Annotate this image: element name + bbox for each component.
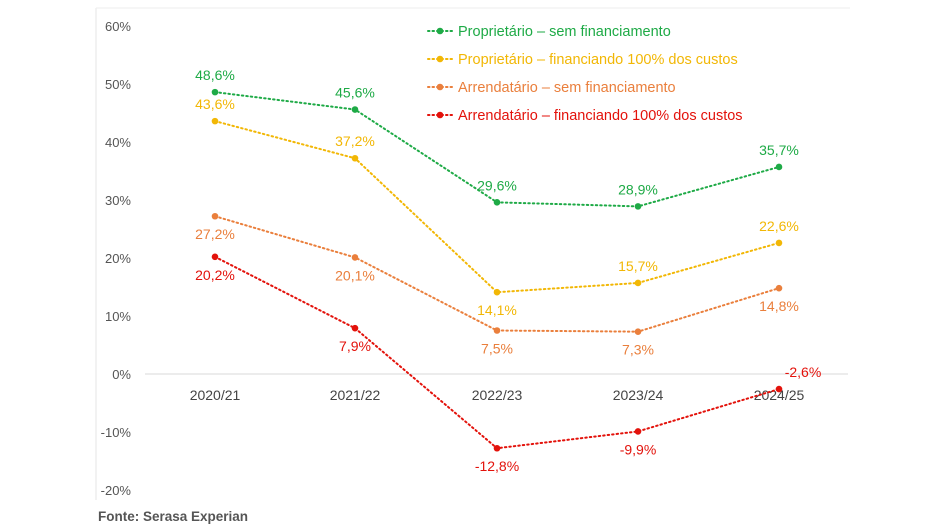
y-tick-label: -10% bbox=[101, 425, 132, 440]
data-point bbox=[775, 284, 783, 292]
y-tick-label: 50% bbox=[105, 77, 131, 92]
data-label: 29,6% bbox=[477, 177, 517, 193]
data-labels: 48,6% 45,6% 29,6% 28,9% 35,7% 43,6% 37,2% 14,1%… bbox=[195, 67, 821, 474]
legend-swatch-dot bbox=[436, 27, 444, 35]
data-label: 27,2% bbox=[195, 226, 235, 242]
y-tick-label: 30% bbox=[105, 193, 131, 208]
data-point bbox=[211, 212, 219, 220]
data-label: 7,9% bbox=[339, 338, 371, 354]
data-point bbox=[634, 428, 642, 435]
data-label: 20,1% bbox=[335, 267, 375, 283]
legend-item: Proprietário – sem financiamento bbox=[427, 24, 671, 40]
legend: Proprietário – sem financiamento Propriet… bbox=[427, 24, 743, 124]
data-point bbox=[351, 154, 359, 162]
data-point bbox=[493, 288, 501, 296]
source-note: Fonte: Serasa Experian bbox=[98, 509, 249, 524]
legend-swatch-dot bbox=[436, 83, 444, 91]
data-label: 45,6% bbox=[335, 85, 375, 101]
legend-swatch-dot bbox=[436, 111, 444, 119]
data-label: -2,6% bbox=[785, 364, 822, 380]
y-tick-label: -20% bbox=[101, 483, 132, 498]
legend-item: Arrendatário – sem financiamento bbox=[427, 80, 676, 96]
data-point bbox=[493, 199, 501, 206]
data-label: 7,3% bbox=[622, 342, 654, 358]
data-label: 14,8% bbox=[759, 298, 799, 314]
legend-label: Proprietário – sem financiamento bbox=[458, 24, 671, 40]
data-label: 20,2% bbox=[195, 267, 235, 283]
legend-item: Arrendatário – financiando 100% dos cust… bbox=[427, 108, 743, 124]
y-axis: 60% 50% 40% 30% 20% 10% 0% -10% -20% bbox=[101, 19, 132, 498]
legend-label: Arrendatário – financiando 100% dos cust… bbox=[458, 108, 743, 124]
data-label: 22,6% bbox=[759, 218, 799, 234]
x-tick-label: 2024/25 bbox=[754, 387, 805, 403]
legend-item: Proprietário – financiando 100% dos cust… bbox=[427, 52, 738, 68]
data-point bbox=[351, 106, 359, 113]
x-tick-label: 2020/21 bbox=[190, 387, 241, 403]
y-tick-label: 60% bbox=[105, 19, 131, 34]
legend-label: Proprietário – financiando 100% dos cust… bbox=[458, 52, 738, 68]
data-label: -9,9% bbox=[620, 441, 657, 457]
data-label: 43,6% bbox=[195, 96, 235, 112]
series-points bbox=[211, 88, 783, 452]
data-point bbox=[775, 385, 783, 393]
data-point bbox=[493, 327, 501, 334]
data-label: -12,8% bbox=[475, 458, 519, 474]
data-label: 7,5% bbox=[481, 341, 513, 357]
data-point bbox=[775, 163, 783, 171]
x-tick-label: 2023/24 bbox=[613, 387, 664, 403]
data-label: 37,2% bbox=[335, 133, 375, 149]
data-point bbox=[211, 253, 219, 261]
y-tick-label: 10% bbox=[105, 309, 131, 324]
data-label: 14,1% bbox=[477, 302, 517, 318]
data-point bbox=[351, 254, 359, 261]
y-tick-label: 40% bbox=[105, 135, 131, 150]
data-label: 28,9% bbox=[618, 181, 658, 197]
series-line bbox=[214, 120, 780, 294]
legend-swatch-dot bbox=[436, 55, 444, 63]
x-tick-label: 2022/23 bbox=[472, 387, 523, 403]
data-point bbox=[211, 88, 219, 96]
data-point bbox=[634, 279, 642, 287]
data-label: 35,7% bbox=[759, 142, 799, 158]
x-axis: 2020/21 2021/22 2022/23 2023/24 2024/25 bbox=[190, 387, 805, 403]
data-point bbox=[634, 203, 642, 210]
y-tick-label: 20% bbox=[105, 251, 131, 266]
data-point bbox=[634, 328, 642, 335]
legend-label: Arrendatário – sem financiamento bbox=[458, 80, 676, 96]
data-point bbox=[351, 324, 359, 332]
data-label: 48,6% bbox=[195, 67, 235, 83]
data-point bbox=[493, 444, 501, 452]
x-tick-label: 2021/22 bbox=[330, 387, 381, 403]
y-tick-label: 0% bbox=[112, 367, 131, 382]
data-point bbox=[775, 239, 783, 247]
data-label: 15,7% bbox=[618, 258, 658, 274]
data-point bbox=[211, 117, 219, 125]
